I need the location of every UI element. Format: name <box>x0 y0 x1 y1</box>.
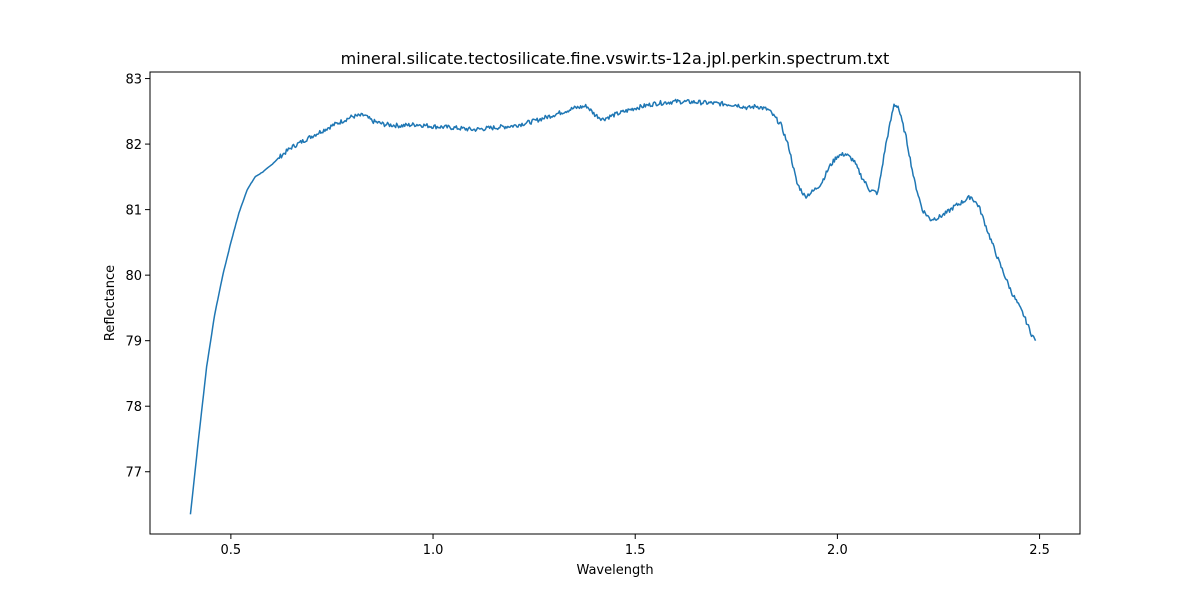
y-tick-label: 80 <box>125 269 142 284</box>
chart-title: mineral.silicate.tectosilicate.fine.vswi… <box>341 49 890 68</box>
y-tick-label: 81 <box>125 204 142 219</box>
reflectance-line <box>189 98 1037 515</box>
y-tick-label: 79 <box>125 335 142 350</box>
y-axis: 77 78 79 80 81 82 83 <box>125 73 150 481</box>
y-tick-label: 78 <box>125 400 142 415</box>
x-tick-label: 1.5 <box>625 543 646 558</box>
plot-area <box>149 71 1081 535</box>
y-axis-label: Reflectance <box>103 265 118 341</box>
y-tick-label: 83 <box>125 73 142 88</box>
y-tick-label: 77 <box>125 466 142 481</box>
x-tick-label: 2.0 <box>827 543 848 558</box>
x-tick-label: 1.0 <box>423 543 444 558</box>
x-axis-label: Wavelength <box>576 563 653 578</box>
x-tick-label: 0.5 <box>221 543 242 558</box>
axes-frame <box>149 71 1081 535</box>
x-axis: 0.5 1.0 1.5 2.0 2.5 <box>221 534 1050 558</box>
y-tick-label: 82 <box>125 138 142 153</box>
x-tick-label: 2.5 <box>1029 543 1050 558</box>
